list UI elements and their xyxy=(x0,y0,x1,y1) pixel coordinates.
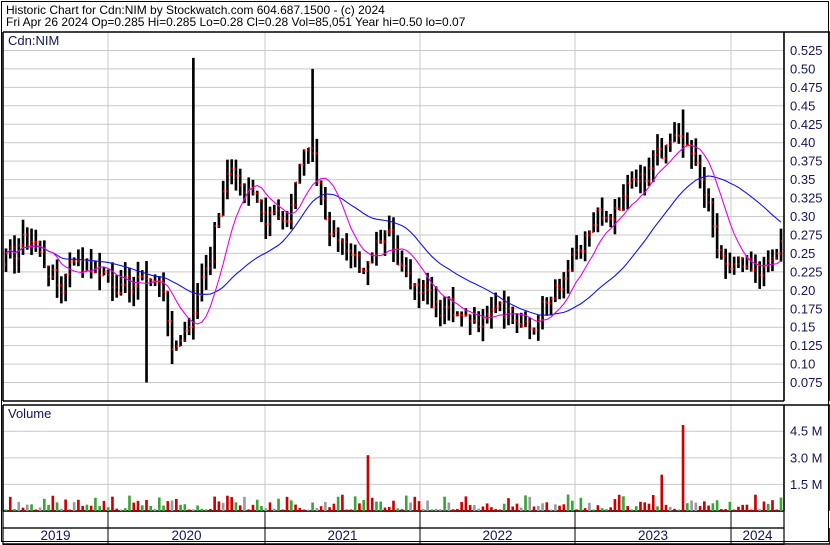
svg-text:2019: 2019 xyxy=(40,528,70,543)
svg-text:2024: 2024 xyxy=(742,528,773,543)
svg-text:2020: 2020 xyxy=(171,528,201,543)
svg-text:2022: 2022 xyxy=(482,528,512,543)
svg-text:1.5 M: 1.5 M xyxy=(790,477,823,492)
svg-text:2021: 2021 xyxy=(327,528,357,543)
svg-text:3.0 M: 3.0 M xyxy=(790,450,823,465)
svg-text:2023: 2023 xyxy=(638,528,668,543)
svg-text:4.5 M: 4.5 M xyxy=(790,424,823,439)
svg-text:Volume: Volume xyxy=(8,406,51,421)
